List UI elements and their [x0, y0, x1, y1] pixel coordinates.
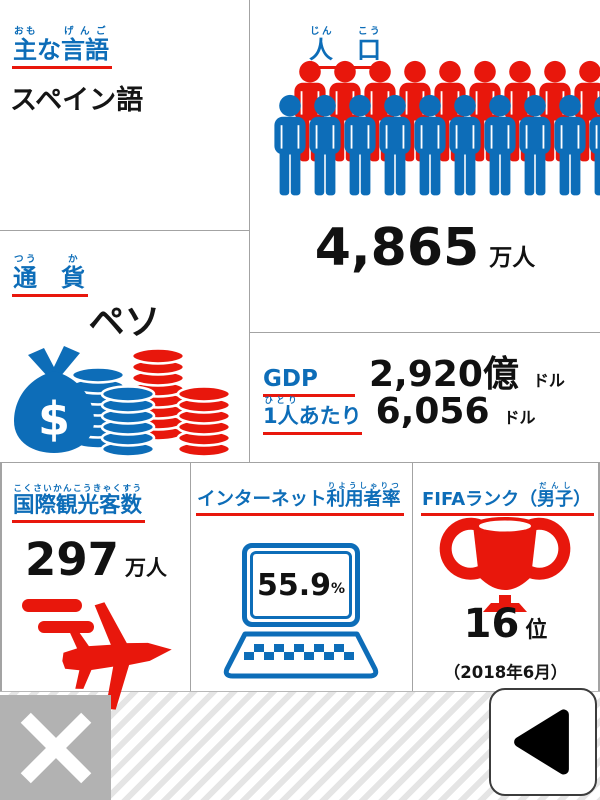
back-icon [514, 709, 569, 775]
dollar-sign: $ [38, 392, 70, 446]
divider-top-bottom [0, 462, 600, 463]
money-bag-icon: $ [14, 346, 232, 458]
population-card: 人じん 口こう [250, 0, 600, 331]
currency-value: ペソ [88, 302, 161, 343]
fifa-title: FIFAランク（男子だんし） [421, 481, 595, 516]
gdp-card: GDP 2,920億 ドル 1人ひとりあたり 6,056 ドル [250, 333, 600, 462]
gdp-per-capita-value: 6,056 [375, 391, 490, 432]
back-button[interactable] [489, 688, 597, 796]
gdp-label: GDP [263, 366, 355, 397]
divider-tourists-internet [190, 462, 191, 691]
close-icon [20, 712, 91, 783]
divider-vertical-main [249, 0, 250, 462]
population-title: 人じん 口こう [308, 26, 384, 70]
divider-internet-fifa [412, 462, 413, 691]
tourists-title: 国際観光客数こくさいかんこうきゃくすう [12, 484, 146, 524]
laptop-screen: 55.9 % [242, 543, 360, 627]
laptop-keyboard [223, 631, 379, 679]
divider-population-gdp [249, 332, 600, 333]
divider-language-currency [0, 230, 249, 231]
population-crowd-icon [274, 60, 600, 196]
gdp-per-capita-label: 1人ひとりあたり [263, 395, 362, 435]
laptop-icon: 55.9 % [223, 543, 379, 681]
tourists-card: 国際観光客数こくさいかんこうきゃくすう 297 万人 [2, 463, 190, 710]
internet-title: インターネット利用者率りようしゃりつ [196, 481, 404, 516]
fifa-date-note: （2018年6月） [443, 663, 568, 682]
internet-unit: % [331, 581, 346, 597]
gdp-value: 2,920億 [369, 354, 519, 395]
gdp-unit: ドル [532, 371, 565, 390]
internet-value: 55.9 [256, 567, 331, 603]
currency-title: 通つう 貨か [12, 254, 88, 298]
population-unit: 万人 [489, 245, 536, 271]
gdp-per-capita-unit: ドル [503, 408, 536, 427]
close-button[interactable] [0, 695, 111, 800]
fifa-rank-value: 16 [463, 601, 520, 647]
language-card: 主おもな言語げんご スペイン語 [0, 0, 249, 229]
border-bottomrow-right [598, 462, 600, 691]
internet-card: インターネット利用者率りようしゃりつ 55.9 % [191, 463, 412, 691]
fifa-rank-unit: 位 [525, 618, 548, 643]
airplane-icon [22, 599, 172, 710]
tourists-value: 297 [25, 533, 119, 586]
fifa-card: FIFAランク（男子だんし） 16 位 （2018年6月） [413, 463, 598, 691]
trophy-icon [439, 517, 571, 612]
population-value: 4,865 [314, 218, 480, 278]
tourists-unit: 万人 [124, 556, 167, 580]
currency-card: 通つう 貨か ペソ [0, 231, 249, 462]
language-value: スペイン語 [10, 85, 144, 116]
border-bottomrow-left [0, 462, 2, 691]
language-title: 主おもな言語げんご [12, 26, 112, 70]
